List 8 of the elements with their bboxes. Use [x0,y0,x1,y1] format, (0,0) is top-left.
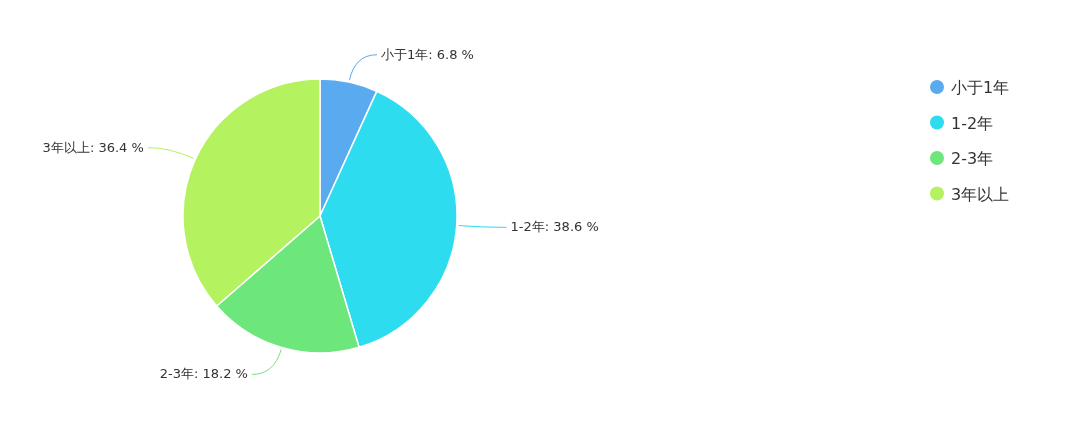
legend-label: 1-2年 [951,113,994,133]
data-label: 小于1年: 6.8 % [380,46,474,62]
legend-label: 2-3年 [951,149,994,168]
legend-label: 小于1年 [951,78,1010,97]
data-label: 3年以上: 36.4 % [42,139,144,155]
data-label: 2-3年: 18.2 % [159,366,248,382]
data-label: 1-2年: 38.6 % [510,219,599,235]
legend-label: 3年以上 [951,184,1010,204]
